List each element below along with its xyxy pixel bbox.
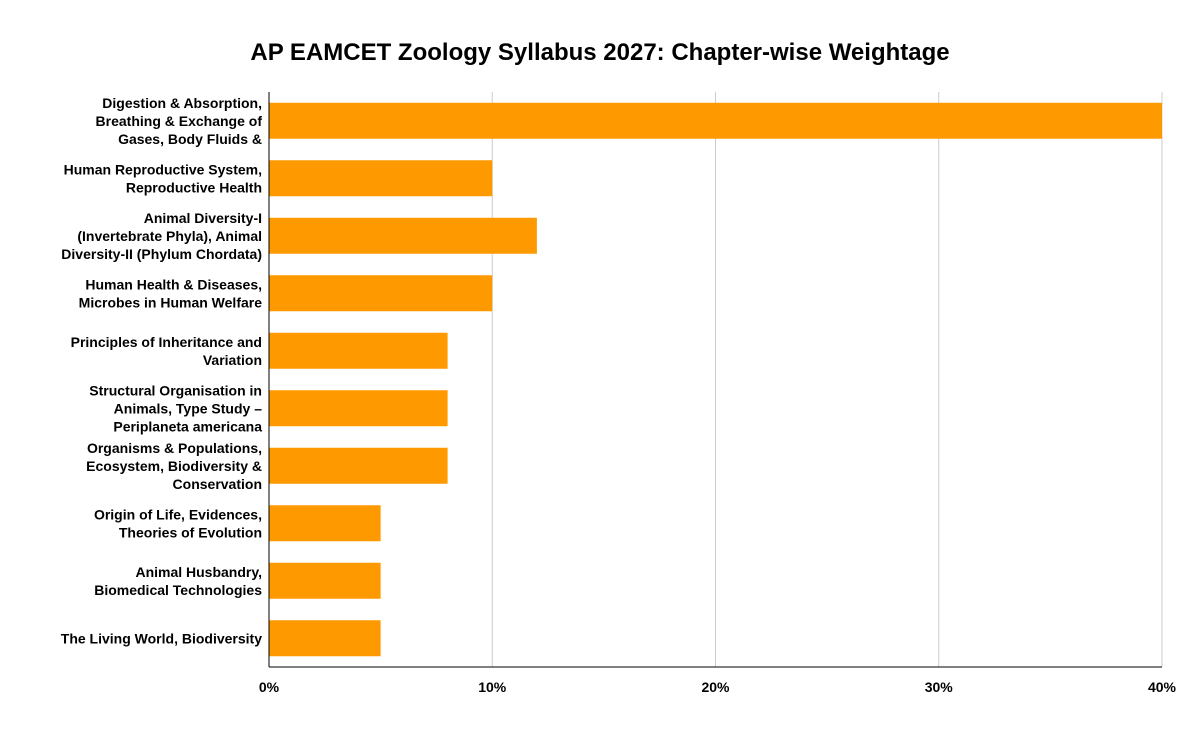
category-label-line: Animals, Type Study – xyxy=(114,400,263,416)
axes xyxy=(268,92,1162,668)
x-tick-labels: 0% 10% 20% 30% 40% xyxy=(259,679,1177,695)
bar xyxy=(269,102,1162,139)
category-label-line: Ecosystem, Biodiversity & xyxy=(86,458,262,474)
category-label-line: Human Reproductive System, xyxy=(64,161,262,177)
bar xyxy=(269,275,493,312)
category-label-line: Microbes in Human Welfare xyxy=(79,294,263,310)
bar xyxy=(269,217,537,254)
x-tick-label: 20% xyxy=(701,679,730,695)
x-tick-label: 30% xyxy=(925,679,954,695)
bar xyxy=(269,332,448,369)
category-label: Human Health & Diseases, Microbes in Huma… xyxy=(79,276,263,310)
category-label-line: The Living World, Biodiversity xyxy=(61,630,262,646)
x-tick-label: 10% xyxy=(478,679,507,695)
category-label-line: Reproductive Health xyxy=(126,179,262,195)
gridlines xyxy=(491,92,1163,667)
bar xyxy=(269,505,381,542)
category-label: Principles of Inheritance and Variation xyxy=(71,334,262,368)
category-label: The Living World, Biodiversity xyxy=(61,630,262,646)
category-label-line: Variation xyxy=(203,352,262,368)
category-label-line: Theories of Evolution xyxy=(119,524,262,540)
category-labels: Digestion & Absorption, Breathing & Excha… xyxy=(61,95,263,647)
bar xyxy=(269,562,381,599)
category-label-line: Animal Diversity-I xyxy=(144,210,262,226)
chart-title: AP EAMCET Zoology Syllabus 2027: Chapter… xyxy=(250,39,949,66)
x-tick-label: 40% xyxy=(1148,679,1177,695)
category-label-line: Animal Husbandry, xyxy=(135,564,262,580)
category-label-line: Conservation xyxy=(173,476,262,492)
category-label: Organisms & Populations, Ecosystem, Biodi… xyxy=(86,440,262,492)
category-label-line: Human Health & Diseases, xyxy=(85,276,262,292)
category-label: Human Reproductive System, Reproductive H… xyxy=(64,161,262,195)
x-tick-label: 0% xyxy=(259,679,280,695)
category-label-line: Diversity-II (Phylum Chordata) xyxy=(61,246,262,262)
bars xyxy=(269,102,1162,657)
category-label-line: Gases, Body Fluids & xyxy=(118,131,262,147)
category-label: Structural Organisation in Animals, Type … xyxy=(89,382,262,434)
category-label-line: Origin of Life, Evidences, xyxy=(94,506,262,522)
category-label: Animal Diversity-I (Invertebrate Phyla), … xyxy=(61,210,262,262)
category-label-line: Periplaneta americana xyxy=(113,418,262,434)
category-label-line: Digestion & Absorption, xyxy=(102,95,262,111)
bar xyxy=(269,390,448,427)
bar xyxy=(269,160,493,197)
category-label-line: Biomedical Technologies xyxy=(94,582,262,598)
category-label-line: Breathing & Exchange of xyxy=(96,113,263,129)
category-label: Animal Husbandry, Biomedical Technologies xyxy=(94,564,262,598)
category-label-line: (Invertebrate Phyla), Animal xyxy=(77,228,262,244)
category-label-line: Structural Organisation in xyxy=(89,382,262,398)
category-label-line: Principles of Inheritance and xyxy=(71,334,262,350)
bar xyxy=(269,447,448,484)
category-label: Digestion & Absorption, Breathing & Excha… xyxy=(96,95,263,147)
category-label-line: Organisms & Populations, xyxy=(87,440,262,456)
category-label: Origin of Life, Evidences, Theories of Ev… xyxy=(94,506,262,540)
bar xyxy=(269,620,381,657)
